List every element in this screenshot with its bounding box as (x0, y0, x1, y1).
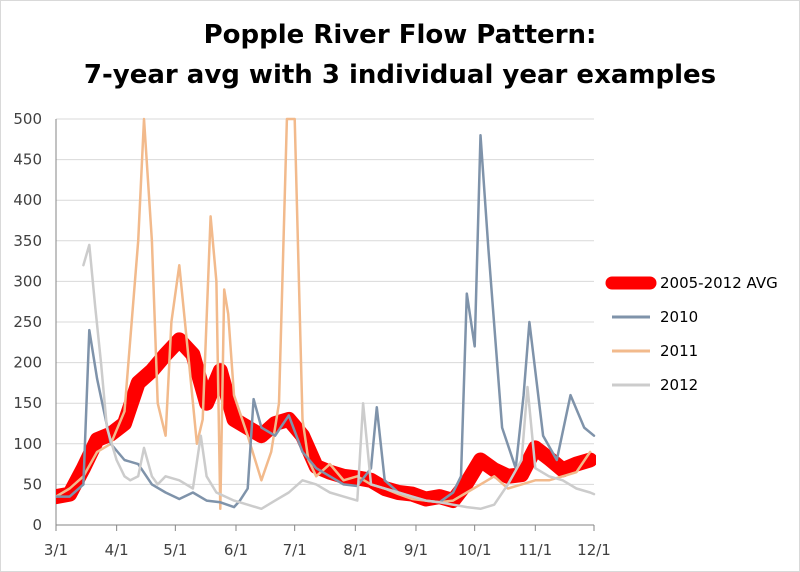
x-tick-label: 3/1 (44, 541, 68, 559)
y-tick-label: 450 (13, 151, 42, 169)
x-tick-label: 7/1 (283, 541, 307, 559)
y-tick-label: 0 (32, 516, 42, 534)
series-line-2012 (82, 243, 596, 511)
y-tick-label: 200 (13, 354, 42, 372)
y-tick-label: 300 (13, 272, 42, 290)
x-tick-label: 8/1 (343, 541, 367, 559)
legend-label: 2010 (660, 308, 698, 326)
x-tick-label: 6/1 (224, 541, 248, 559)
series-line-2011 (56, 117, 592, 511)
y-tick-label: 100 (13, 435, 42, 453)
x-tick-label: 5/1 (163, 541, 187, 559)
y-tick-label: 50 (23, 475, 42, 493)
chart-subtitle: 7-year avg with 3 individual year exampl… (83, 60, 717, 90)
x-tick-label: 4/1 (105, 541, 129, 559)
legend-label: 2012 (660, 376, 698, 394)
legend-label: 2005-2012 AVG (660, 274, 778, 292)
y-tick-label: 250 (13, 313, 42, 331)
x-tick-label: 11/1 (518, 541, 552, 559)
legend-label: 2011 (660, 342, 698, 360)
y-tick-label: 500 (13, 110, 42, 128)
x-tick-label: 12/1 (577, 541, 611, 559)
x-tick-label: 9/1 (404, 541, 428, 559)
chart-title: Popple River Flow Pattern: (203, 20, 597, 50)
y-tick-label: 400 (13, 191, 42, 209)
y-tick-label: 150 (13, 394, 42, 412)
y-tick-label: 350 (13, 232, 42, 250)
series-line-2010 (56, 133, 596, 509)
x-tick-label: 10/1 (458, 541, 492, 559)
